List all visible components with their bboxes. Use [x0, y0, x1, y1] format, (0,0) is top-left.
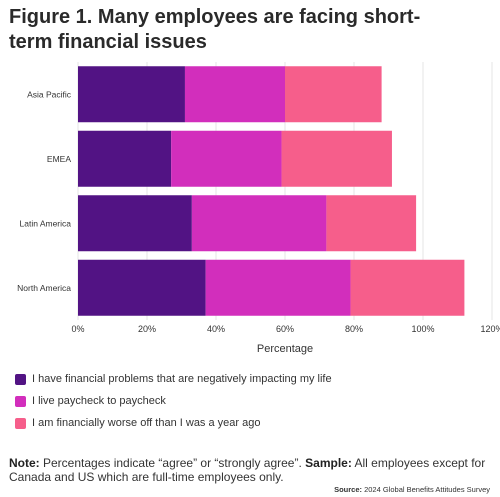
category-label: North America: [17, 283, 71, 293]
legend-item: I live paycheck to paycheck: [15, 390, 332, 412]
source-line: Source: 2024 Global Benefits Attitudes S…: [334, 485, 490, 494]
source-text: 2024 Global Benefits Attitudes Survey: [362, 485, 490, 494]
chart-title: Figure 1. Many employees are facing shor…: [9, 5, 489, 55]
footnote: Note: Percentages indicate “agree” or “s…: [9, 456, 494, 484]
sample-text: All employees except for Canada and US w…: [9, 456, 486, 484]
legend-item: I am financially worse off than I was a …: [15, 412, 332, 434]
note-text: Percentages indicate “agree” or “strongl…: [39, 456, 306, 470]
source-label: Source:: [334, 485, 362, 494]
bar-segment: [281, 130, 392, 187]
bar-segment: [78, 130, 172, 187]
bars: [78, 66, 465, 316]
legend-label: I live paycheck to paycheck: [32, 395, 166, 407]
stacked-bar-chart: Asia Pacific EMEA Latin America North Ameri…: [17, 62, 500, 355]
bar-segment: [326, 195, 417, 252]
bar-segment: [78, 259, 206, 316]
bar-segment: [184, 66, 285, 123]
legend-label: I am financially worse off than I was a …: [32, 417, 261, 429]
category-labels: Asia Pacific EMEA Latin America North Ameri…: [17, 89, 72, 293]
x-axis-title: Percentage: [257, 343, 313, 355]
x-tick-label: 40%: [207, 324, 225, 334]
chart-title-line2: term financial issues: [9, 31, 207, 53]
bar-segment: [205, 259, 351, 316]
x-tick-labels: 0% 20% 40% 60% 80% 100% 120%: [71, 324, 500, 334]
x-tick-label: 100%: [411, 324, 434, 334]
legend-swatch: [15, 373, 26, 385]
note-label: Note:: [9, 456, 40, 470]
legend-item: I have financial problems that are negat…: [15, 368, 332, 390]
sample-label: Sample:: [305, 456, 352, 470]
bar-segment: [171, 130, 282, 187]
bar-segment: [350, 259, 465, 316]
legend-swatch: [15, 417, 26, 429]
bar-segment: [285, 66, 382, 123]
x-tick-label: 60%: [276, 324, 294, 334]
bar-segment: [78, 66, 185, 123]
legend: I have financial problems that are negat…: [15, 368, 332, 434]
x-tick-label: 80%: [345, 324, 363, 334]
category-label: Asia Pacific: [27, 89, 72, 99]
legend-swatch: [15, 395, 26, 407]
category-label: EMEA: [47, 154, 71, 164]
x-tick-label: 20%: [138, 324, 156, 334]
x-tick-label: 120%: [480, 324, 500, 334]
category-label: Latin America: [20, 218, 72, 228]
x-tick-label: 0%: [71, 324, 84, 334]
chart-title-line1: Figure 1. Many employees are facing shor…: [9, 6, 421, 28]
bar-segment: [191, 195, 327, 252]
bar-segment: [78, 195, 192, 252]
legend-label: I have financial problems that are negat…: [32, 373, 332, 385]
